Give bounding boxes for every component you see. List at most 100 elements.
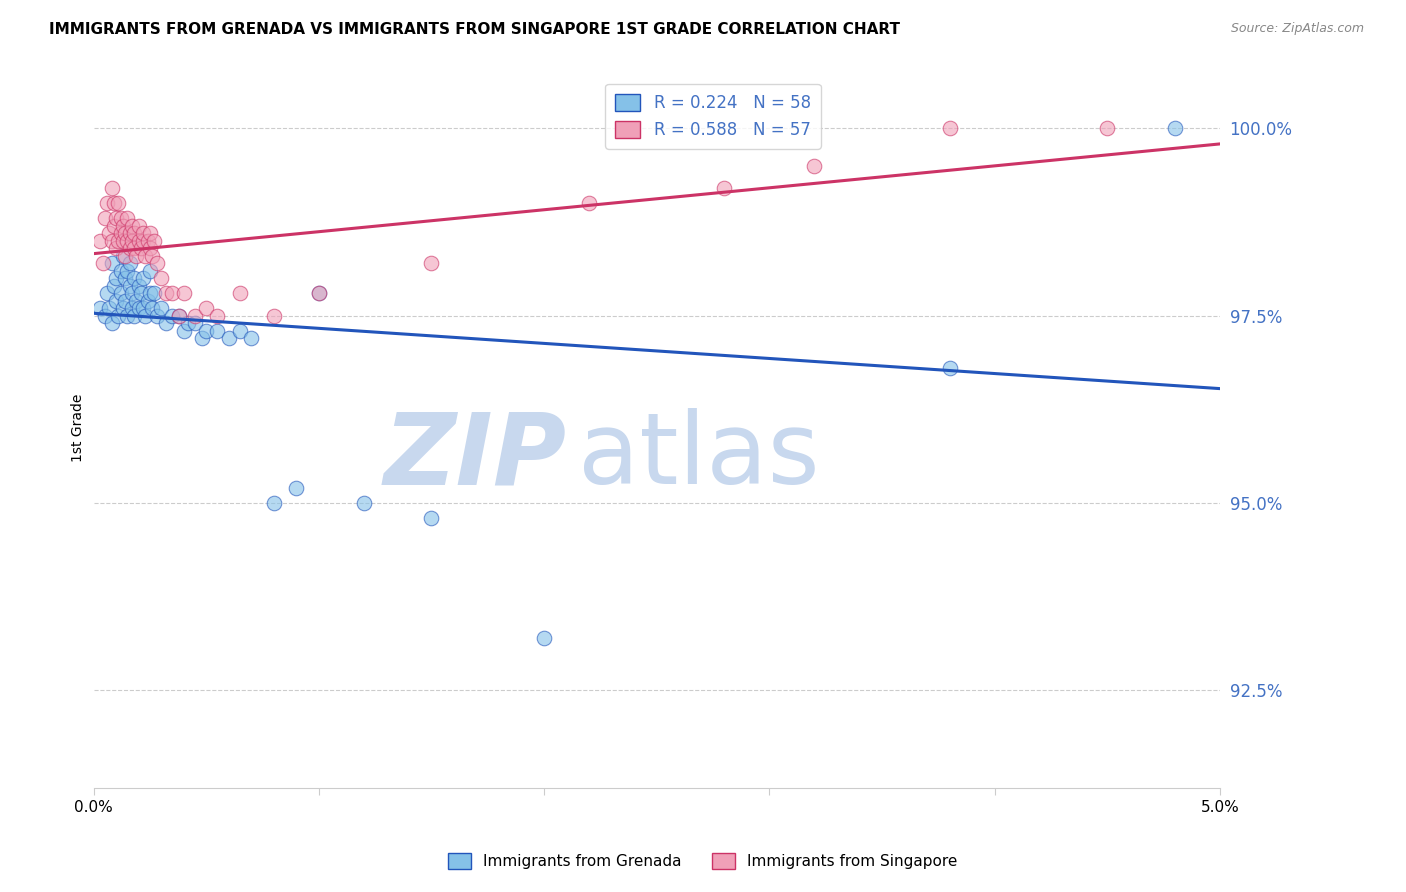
Y-axis label: 1st Grade: 1st Grade	[72, 394, 86, 462]
Point	[100, 316, 122, 330]
Point	[118, 278, 141, 293]
Point	[114, 293, 136, 308]
Point	[121, 286, 143, 301]
Point	[150, 301, 173, 316]
Point	[145, 309, 167, 323]
Point	[173, 286, 195, 301]
Point	[117, 211, 139, 226]
Point	[218, 331, 240, 345]
Point	[107, 234, 129, 248]
Point	[100, 181, 122, 195]
Point	[98, 301, 121, 316]
Point	[141, 301, 163, 316]
Point	[139, 241, 162, 255]
Point	[98, 227, 121, 241]
Point	[118, 256, 141, 270]
Point	[125, 293, 148, 308]
Point	[143, 234, 166, 248]
Point	[263, 496, 285, 510]
Legend: Immigrants from Grenada, Immigrants from Singapore: Immigrants from Grenada, Immigrants from…	[441, 847, 965, 875]
Point	[96, 286, 118, 301]
Point	[132, 234, 155, 248]
Point	[533, 631, 555, 645]
Point	[122, 271, 145, 285]
Point	[122, 227, 145, 241]
Point	[420, 256, 443, 270]
Point	[122, 309, 145, 323]
Point	[111, 234, 134, 248]
Point	[143, 286, 166, 301]
Point	[229, 286, 252, 301]
Text: atlas: atlas	[578, 409, 820, 506]
Point	[105, 211, 128, 226]
Point	[103, 278, 125, 293]
Point	[94, 309, 117, 323]
Point	[117, 264, 139, 278]
Point	[162, 286, 184, 301]
Point	[117, 234, 139, 248]
Point	[114, 249, 136, 263]
Point	[100, 256, 122, 270]
Point	[177, 316, 200, 330]
Point	[107, 196, 129, 211]
Point	[139, 286, 162, 301]
Point	[111, 249, 134, 263]
Point	[938, 361, 960, 376]
Point	[420, 511, 443, 525]
Point	[195, 301, 218, 316]
Point	[105, 293, 128, 308]
Point	[89, 234, 111, 248]
Point	[103, 219, 125, 233]
Point	[263, 309, 285, 323]
Point	[139, 227, 162, 241]
Point	[155, 316, 177, 330]
Point	[136, 293, 159, 308]
Point	[184, 316, 207, 330]
Point	[132, 271, 155, 285]
Point	[110, 286, 132, 301]
Legend: R = 0.224   N = 58, R = 0.588   N = 57: R = 0.224 N = 58, R = 0.588 N = 57	[606, 84, 821, 149]
Point	[207, 324, 229, 338]
Point	[308, 286, 330, 301]
Point	[114, 271, 136, 285]
Point	[132, 227, 155, 241]
Point	[240, 331, 263, 345]
Point	[136, 234, 159, 248]
Point	[1164, 121, 1187, 136]
Point	[132, 301, 155, 316]
Point	[184, 309, 207, 323]
Text: ZIP: ZIP	[384, 409, 567, 506]
Point	[134, 309, 156, 323]
Point	[167, 309, 190, 323]
Point	[107, 309, 129, 323]
Point	[103, 196, 125, 211]
Point	[578, 196, 600, 211]
Point	[121, 234, 143, 248]
Point	[713, 181, 735, 195]
Point	[105, 241, 128, 255]
Point	[167, 309, 190, 323]
Point	[134, 249, 156, 263]
Point	[207, 309, 229, 323]
Point	[105, 271, 128, 285]
Point	[110, 211, 132, 226]
Point	[111, 219, 134, 233]
Point	[308, 286, 330, 301]
Point	[139, 264, 162, 278]
Point	[117, 309, 139, 323]
Point	[114, 227, 136, 241]
Point	[128, 234, 150, 248]
Point	[125, 249, 148, 263]
Point	[100, 234, 122, 248]
Point	[121, 219, 143, 233]
Text: IMMIGRANTS FROM GRENADA VS IMMIGRANTS FROM SINGAPORE 1ST GRADE CORRELATION CHART: IMMIGRANTS FROM GRENADA VS IMMIGRANTS FR…	[49, 22, 900, 37]
Point	[121, 301, 143, 316]
Point	[129, 241, 152, 255]
Point	[173, 324, 195, 338]
Point	[128, 278, 150, 293]
Point	[129, 286, 152, 301]
Point	[938, 121, 960, 136]
Point	[122, 241, 145, 255]
Point	[89, 301, 111, 316]
Point	[94, 211, 117, 226]
